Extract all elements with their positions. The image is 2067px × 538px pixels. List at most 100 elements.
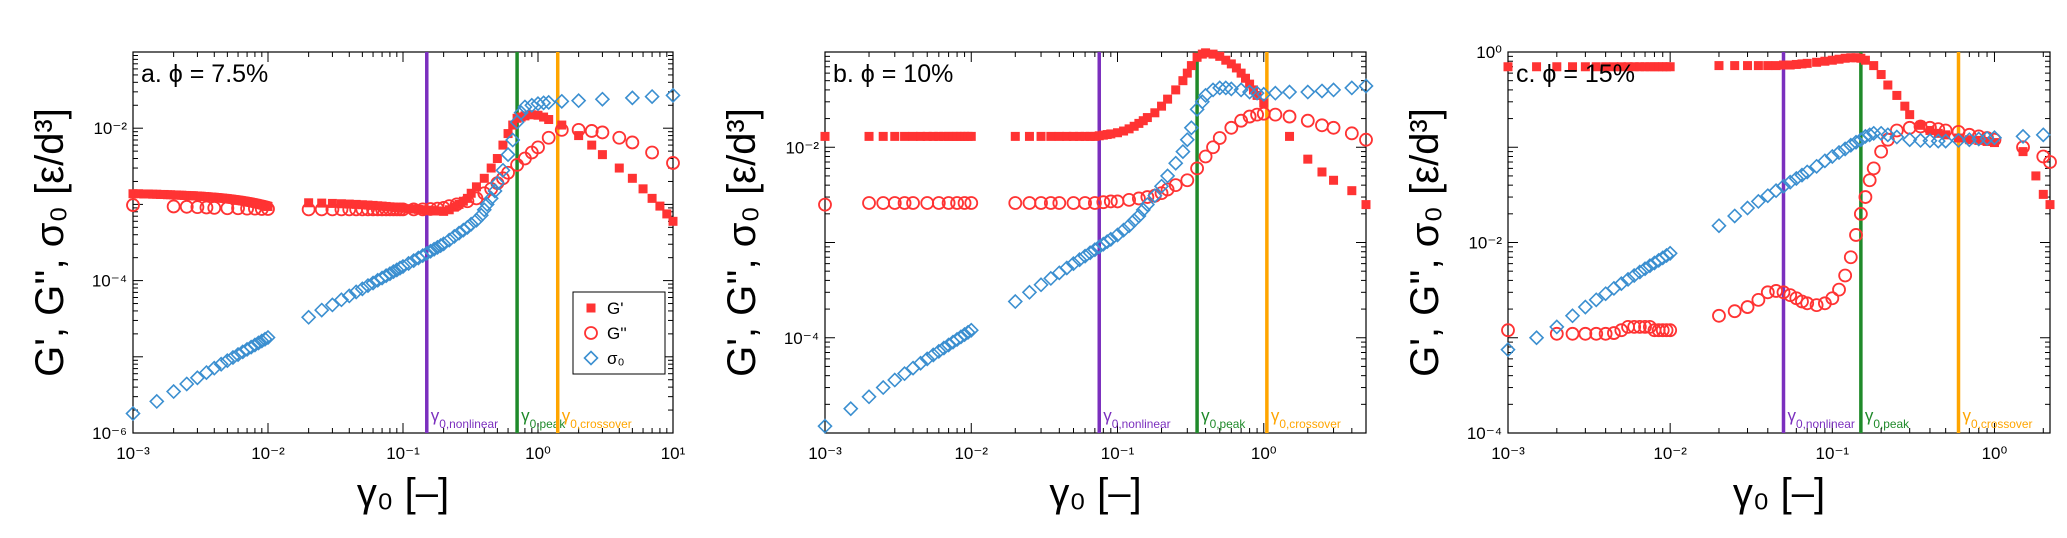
point-gp bbox=[128, 189, 138, 199]
point-sigma bbox=[1862, 127, 1878, 143]
point-gpp bbox=[1727, 304, 1742, 319]
point-gp bbox=[1982, 136, 1992, 146]
point-gpp bbox=[231, 201, 245, 216]
point-gpp bbox=[2043, 155, 2057, 169]
point-sigma bbox=[1782, 174, 1798, 190]
point-sigma bbox=[1588, 292, 1604, 308]
point-sigma bbox=[1889, 129, 1905, 145]
point-gpp bbox=[1853, 206, 1868, 221]
point-gp bbox=[1616, 62, 1626, 72]
point-sigma bbox=[1115, 222, 1132, 238]
point-gpp bbox=[941, 196, 956, 210]
point-sigma bbox=[1179, 132, 1195, 148]
panel-1: 10⁻³ 10⁻² 10⁻¹ 10⁰ 10¹ 10⁻⁶ 10⁻⁴ 10⁻² γ0,nonline… bbox=[28, 51, 686, 515]
point-gp bbox=[1785, 60, 1795, 70]
point-gp bbox=[1347, 186, 1357, 196]
point-gpp bbox=[442, 199, 457, 213]
point-sigma bbox=[1902, 132, 1918, 148]
point-gpp bbox=[314, 202, 329, 217]
point-sigma bbox=[1857, 128, 1874, 145]
point-gpp bbox=[1008, 196, 1023, 210]
point-gp bbox=[614, 163, 624, 173]
point-sigma bbox=[1817, 153, 1833, 169]
point-gp bbox=[1714, 61, 1724, 71]
point-gpp bbox=[1103, 194, 1118, 209]
point-sigma bbox=[1711, 218, 1727, 234]
point-sigma bbox=[1620, 271, 1636, 288]
point-sigma bbox=[426, 241, 442, 257]
point-sigma bbox=[179, 376, 195, 392]
point-sigma bbox=[1007, 293, 1023, 310]
point-sigma bbox=[963, 322, 979, 338]
point-sigma bbox=[1788, 170, 1804, 187]
point-sigma bbox=[341, 288, 357, 304]
point-gpp bbox=[862, 196, 876, 210]
point-sigma bbox=[1194, 94, 1210, 110]
point-sigma bbox=[1153, 178, 1170, 194]
panel-2: 10⁻³ 10⁻² 10⁻¹ 10⁰ 10⁻⁴ 10⁻² γ0,nonlinear γ0,pe… bbox=[720, 48, 1374, 515]
point-gp bbox=[539, 112, 549, 122]
point-gp bbox=[1208, 49, 1218, 59]
point-sigma bbox=[429, 239, 446, 255]
point-sigma bbox=[1727, 208, 1743, 224]
point-sigma bbox=[925, 347, 941, 363]
y-tick-label: 10⁻² bbox=[93, 119, 127, 138]
point-gpp bbox=[1740, 300, 1755, 314]
point-gpp bbox=[1066, 196, 1081, 210]
point-gp bbox=[662, 209, 672, 219]
point-gpp bbox=[220, 201, 235, 216]
point-sigma bbox=[1799, 164, 1815, 180]
point-gp bbox=[1240, 73, 1250, 83]
y-tick-label: 10⁻⁶ bbox=[92, 424, 127, 443]
point-sigma bbox=[1837, 141, 1853, 157]
point-sigma bbox=[936, 340, 952, 356]
point-sigma bbox=[1059, 260, 1075, 276]
point-gpp bbox=[1760, 285, 1775, 300]
point-gpp bbox=[1913, 119, 1928, 134]
point-gp bbox=[1303, 154, 1313, 164]
point-gp bbox=[1361, 200, 1371, 210]
point-sigma bbox=[843, 401, 859, 417]
point-gp bbox=[922, 131, 932, 141]
point-gpp bbox=[342, 202, 357, 217]
point-sigma bbox=[524, 97, 540, 113]
point-gpp bbox=[1800, 296, 1815, 311]
point-gp bbox=[503, 129, 513, 139]
point-sigma bbox=[1848, 134, 1864, 150]
point-sigma bbox=[1950, 132, 1967, 149]
point-gpp bbox=[355, 202, 370, 217]
point-sigma bbox=[1930, 133, 1946, 149]
point-sigma bbox=[535, 95, 552, 111]
point-sigma bbox=[1139, 196, 1155, 213]
point-sigma bbox=[489, 175, 505, 191]
x-tick-label: 10⁻² bbox=[954, 444, 988, 463]
point-sigma bbox=[254, 333, 270, 349]
point-gpp bbox=[2016, 140, 2030, 155]
point-sigma bbox=[1775, 178, 1792, 194]
point-sigma bbox=[301, 309, 317, 325]
point-gpp bbox=[1614, 323, 1629, 338]
point-gp bbox=[597, 150, 607, 160]
point-gpp bbox=[1825, 291, 1840, 306]
point-gp bbox=[1329, 175, 1339, 185]
point-gpp bbox=[1300, 113, 1315, 128]
point-gpp bbox=[1866, 161, 1881, 176]
point-gpp bbox=[199, 200, 214, 215]
legend-marker-gpp bbox=[584, 326, 598, 340]
point-gp bbox=[1635, 62, 1645, 72]
point-gp bbox=[638, 184, 648, 194]
point-gpp bbox=[1832, 282, 1846, 297]
point-sigma bbox=[348, 284, 364, 300]
point-gpp bbox=[1122, 193, 1136, 207]
point-gpp bbox=[1078, 196, 1092, 210]
point-sigma bbox=[250, 335, 267, 351]
point-sigma bbox=[1212, 80, 1228, 96]
point-gp bbox=[1645, 62, 1655, 72]
point-gp bbox=[1119, 126, 1129, 136]
point-sigma bbox=[247, 337, 263, 353]
point-sigma bbox=[473, 207, 489, 223]
point-gp bbox=[479, 173, 489, 183]
point-gpp bbox=[1344, 126, 1359, 141]
point-sigma bbox=[1131, 208, 1147, 224]
